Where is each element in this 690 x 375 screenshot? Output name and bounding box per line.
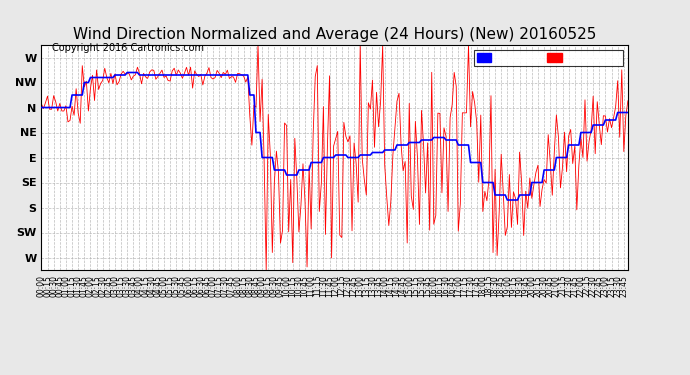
Title: Wind Direction Normalized and Average (24 Hours) (New) 20160525: Wind Direction Normalized and Average (2…: [73, 27, 596, 42]
Text: Copyright 2016 Cartronics.com: Copyright 2016 Cartronics.com: [52, 43, 204, 52]
Legend: Average, Direction: Average, Direction: [474, 50, 623, 66]
